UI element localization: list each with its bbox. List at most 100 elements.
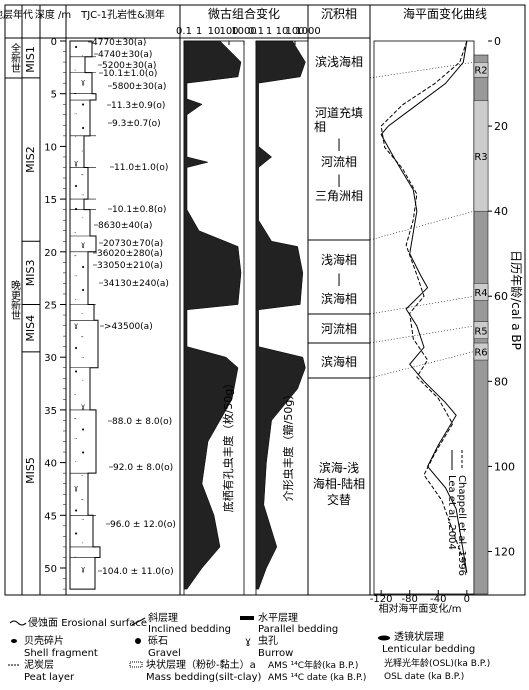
lithology-symbol: • (74, 43, 78, 51)
sl-y-tick: 120 (494, 545, 515, 558)
depth-tick-label: 25 (44, 301, 57, 312)
legend-peat-en: Peat layer (24, 672, 75, 683)
micro-scale-label: 1 (196, 26, 202, 37)
sl-x-tick: -120 (370, 594, 393, 605)
sl-y-tick: 40 (494, 205, 508, 218)
legend-parallel-en: Parallel bedding (258, 624, 338, 635)
sl-y-label: 日历年龄/cal a BP (509, 250, 523, 350)
lithology-symbol: ɣ (74, 159, 78, 167)
legend-erosion: 侵蚀面 Erosional surface (28, 616, 147, 629)
facies-3a: 浅海相 (321, 252, 357, 267)
regression-label: R6 (474, 348, 487, 359)
depth-tick-label: 40 (44, 459, 57, 470)
depth-tick-label: 20 (44, 248, 57, 259)
date-label: 5800±30(a) (112, 82, 166, 92)
lithology-symbol: ¨ (81, 519, 85, 527)
facies-2a: 河道充填 (315, 105, 363, 120)
facies-1: 滨浅海相 (315, 54, 363, 69)
depth-tick-label: 10 (44, 142, 57, 153)
lithology-symbol: ¨ (81, 194, 85, 202)
depth-tick-label: 30 (44, 353, 57, 364)
lithology-symbol: ¨ (74, 113, 78, 121)
depth-tick-label: 35 (44, 406, 57, 417)
date-label: 88.0 ± 8.0(o) (112, 417, 172, 427)
date-label: >43500(a) (104, 322, 153, 332)
date-label: 10.1±0.8(o) (112, 205, 166, 215)
mis-label: MIS5 (24, 457, 37, 484)
legend-burrow-en: Burrow (258, 648, 293, 659)
micro-scale-label: 1000 (295, 26, 320, 37)
legend-ams-en: AMS ¹⁴C date (ka B.P.) (268, 673, 366, 683)
lithology-symbol: • (81, 264, 85, 272)
header-sealevel: 海平面变化曲线 (403, 6, 487, 21)
lithology-symbol: - (81, 495, 84, 503)
sl-y-tick: 80 (494, 375, 508, 388)
lithology-symbol: ɣ (81, 565, 85, 573)
micro-scale-label: 1 (266, 26, 272, 37)
epoch-late-pleistocene: 晚更新世 (9, 280, 21, 320)
micro-scale-label: 100 (219, 26, 238, 37)
facies-6a: 滨海-浅 (319, 460, 359, 475)
facies-dash-3: | (337, 272, 341, 286)
legend-parallel-cn: 水平层理 (258, 612, 298, 624)
depth-tick-label: 5 (51, 90, 57, 101)
lithology-symbol: • (74, 182, 78, 190)
facies-dash-1: | (337, 137, 341, 151)
lithology-symbol: ¨ (74, 437, 78, 445)
date-label: 20730±70(a) (103, 239, 163, 249)
ostracod-label: 介形虫丰度（瓣/50g） (281, 389, 295, 502)
lithology-symbol: - (74, 414, 77, 422)
legend: 侵蚀面 Erosional surface 斜层理 Inclined beddi… (8, 611, 490, 683)
lithology-symbol: - (74, 90, 77, 98)
lithology-symbol: · (74, 391, 76, 399)
facies-4: 河流相 (321, 322, 357, 336)
lithology-symbol: ɣ (74, 484, 78, 492)
sl-x-label: 相对海平面变化/m (378, 602, 461, 615)
date-label: 9.3±0.7(o) (112, 119, 161, 129)
mis-label: MIS3 (24, 260, 37, 287)
sl-legend-label: Chappell et al.,1996 (456, 475, 467, 576)
date-label: 96.0 ± 12.0(o) (110, 520, 176, 530)
lithology-symbol: ˙ (81, 379, 85, 387)
date-label: 104.0 ± 11.0(o) (102, 567, 174, 577)
header-facies: 沉积相 (321, 7, 357, 21)
mis-column: MIS1 MIS2 MIS3 MIS4 MIS5 (22, 46, 40, 484)
depth-tick-label: 15 (44, 195, 57, 206)
date-label: 11.3±0.9(o) (111, 101, 165, 111)
sea-level-curve (380, 40, 468, 573)
regression-label: R2 (474, 66, 487, 77)
facies-6c: 交替 (327, 492, 351, 507)
regression-label: R3 (474, 152, 487, 163)
lithology-symbol: • (74, 507, 78, 515)
sea-level-panel: R2 R3 R4 R5 R6 0 20 40 60 80 100 120 -120 -80 -40 0 Lea … (370, 35, 515, 605)
legend-burrow-cn: 虫孔 (258, 635, 278, 647)
header-depth: 深度 /m (35, 8, 71, 21)
legend-lenticular-en: Lenticular bedding (382, 644, 475, 655)
lithology-symbol: ¨ (81, 356, 85, 364)
lithology-symbol: • (81, 124, 85, 132)
lithology-column: •˙·ɣ-•¨•˙·ɣ-•¨•˙·ɣ-•¨•˙·ɣ-•¨•˙·ɣ-•¨•˙·ɣ-… (69, 40, 101, 590)
micro-scale-label: 10 (208, 26, 221, 37)
lithology-symbol: • (74, 368, 78, 376)
dates-list: 4770±30(a) 4740±30(a)5200±30(a)10.1±1.0(o… (88, 38, 176, 577)
depth-tick-label: 45 (44, 511, 57, 522)
lithology-symbol: · (81, 310, 83, 318)
header-lithology: TJC-1孔岩性&测年 (80, 8, 165, 21)
legend-osl-en: OSL date (ka B.P.) (384, 672, 464, 682)
lithology-symbol: • (81, 287, 85, 295)
facies-5: 滨海相 (321, 354, 357, 369)
mis-label: MIS2 (24, 146, 37, 173)
lithology-symbol: ˙ (74, 136, 78, 144)
lithology-symbol: • (74, 206, 78, 214)
legend-inclined-cn: 斜层理 (148, 611, 178, 624)
legend-osl-cn: 光释光年龄(OSL)(ka B.P.) (384, 657, 490, 669)
date-label: 92.0 ± 8.0(o) (113, 463, 173, 473)
facies-2d: 三角洲相 (315, 189, 363, 203)
benthic-abundance (183, 40, 242, 590)
lithology-symbol: · (74, 553, 76, 561)
ostracod-abundance (255, 40, 306, 590)
depth-tick-label: 0 (51, 37, 57, 48)
date-label: 36020±280(a) (97, 249, 163, 259)
